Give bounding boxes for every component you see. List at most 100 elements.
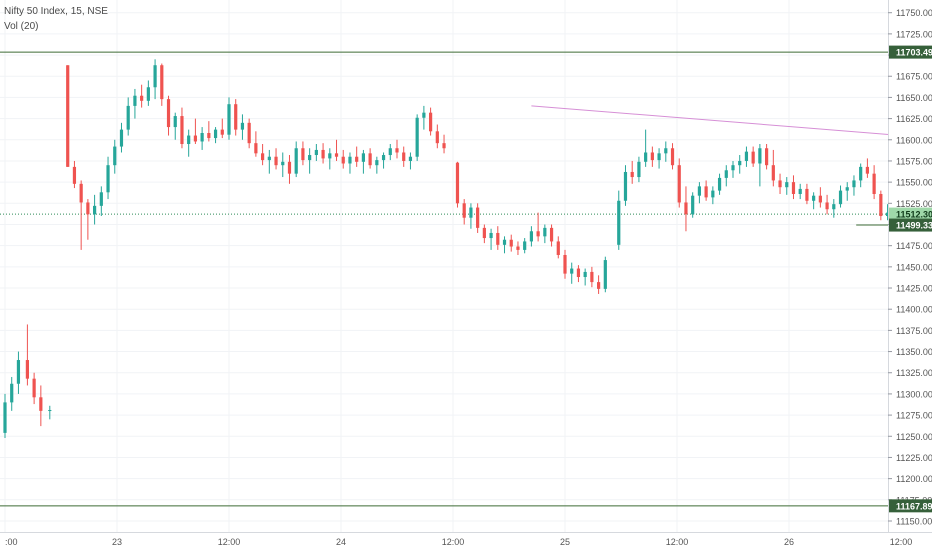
price-axis-label: 11375.00 <box>896 326 932 336</box>
candle-body <box>287 161 292 174</box>
candle-body <box>603 260 607 289</box>
candle-body <box>644 152 648 162</box>
candle <box>93 194 97 225</box>
candle-body <box>240 122 245 130</box>
time-axis-label: :00 <box>5 537 18 547</box>
price-axis-label: 11650.00 <box>896 93 932 103</box>
candle-body <box>872 173 876 194</box>
candle <box>254 131 258 157</box>
candle-body <box>617 200 621 245</box>
candle <box>885 204 890 221</box>
candle-body <box>395 148 399 153</box>
candle <box>193 118 197 145</box>
chart-legend: Nifty 50 Index, 15, NSE Vol (20) <box>4 4 108 34</box>
candle-body <box>885 212 890 217</box>
price-axis-label: 11250.00 <box>896 432 932 442</box>
candle <box>113 139 117 174</box>
candle <box>429 107 433 136</box>
candle <box>133 88 137 119</box>
candle-body <box>637 161 641 178</box>
candle-body <box>502 239 507 245</box>
candle-body <box>415 117 419 157</box>
candle-body <box>48 410 52 412</box>
candle-body <box>375 160 379 166</box>
candle <box>529 226 533 247</box>
candle <box>106 156 110 200</box>
candle <box>160 63 164 106</box>
candle <box>281 152 285 178</box>
candle <box>563 249 567 279</box>
candle-body <box>623 171 628 201</box>
candle-body <box>765 148 769 166</box>
candle-body <box>684 202 688 215</box>
candle-body <box>133 95 137 106</box>
candle <box>187 129 191 157</box>
candle <box>247 118 251 149</box>
price-axis-label: 11750.00 <box>896 8 932 18</box>
candle-body <box>563 254 567 274</box>
candle-body <box>173 116 177 128</box>
candle <box>267 149 271 174</box>
candle-body <box>670 148 675 166</box>
candle-body <box>220 129 224 135</box>
candle <box>308 148 312 174</box>
candle-body <box>489 232 493 239</box>
candle-body <box>469 207 473 218</box>
price-axis-label: 11475.00 <box>896 241 932 251</box>
candle-body <box>261 153 265 161</box>
candle-body <box>10 383 14 403</box>
candle-body <box>341 156 345 164</box>
candle-body <box>213 129 218 139</box>
candle <box>865 158 869 178</box>
time-axis-label: 12:00 <box>442 537 465 547</box>
candle-body <box>435 131 439 144</box>
candle <box>724 165 728 187</box>
candle-body <box>166 99 171 128</box>
candle <box>670 143 675 170</box>
candle <box>220 118 224 139</box>
candle <box>785 177 789 195</box>
candle-body <box>630 171 634 178</box>
candle-body <box>865 166 869 174</box>
candle <box>355 146 359 167</box>
candle <box>711 186 715 205</box>
time-axis-label: 12:00 <box>890 537 913 547</box>
candle <box>227 97 231 140</box>
candle-body <box>859 166 863 181</box>
candle-body <box>180 116 184 145</box>
candle <box>603 256 607 293</box>
candle <box>684 186 688 232</box>
candle-body <box>590 271 594 283</box>
candle <box>16 351 21 394</box>
candle <box>825 194 829 215</box>
candle <box>180 107 184 149</box>
candle-body <box>529 231 533 242</box>
candle <box>570 262 574 284</box>
time-axis-background <box>0 532 932 550</box>
candle-body <box>664 148 668 154</box>
candle <box>39 385 43 427</box>
price-axis-background <box>888 0 932 550</box>
candle <box>738 155 742 174</box>
candle <box>650 146 654 167</box>
candle-body <box>368 153 372 166</box>
price-axis-label: 11550.00 <box>896 178 932 188</box>
level-price-label: 11167.89 <box>889 499 932 513</box>
candle-body <box>119 129 124 147</box>
candle-body <box>153 65 157 88</box>
candle-body <box>408 156 413 161</box>
price-axis-label: 11275.00 <box>896 411 932 421</box>
candle-body <box>328 153 332 159</box>
candle <box>791 175 796 200</box>
candle-body <box>691 195 695 215</box>
candle <box>476 203 480 233</box>
candle-body <box>838 190 843 205</box>
price-label-background <box>889 218 932 232</box>
price-axis-label: 11600.00 <box>896 135 932 145</box>
candle <box>859 163 863 188</box>
candle-body <box>234 104 238 130</box>
candle <box>852 175 856 196</box>
candle-body <box>113 146 117 166</box>
descending-trendline <box>531 105 932 139</box>
